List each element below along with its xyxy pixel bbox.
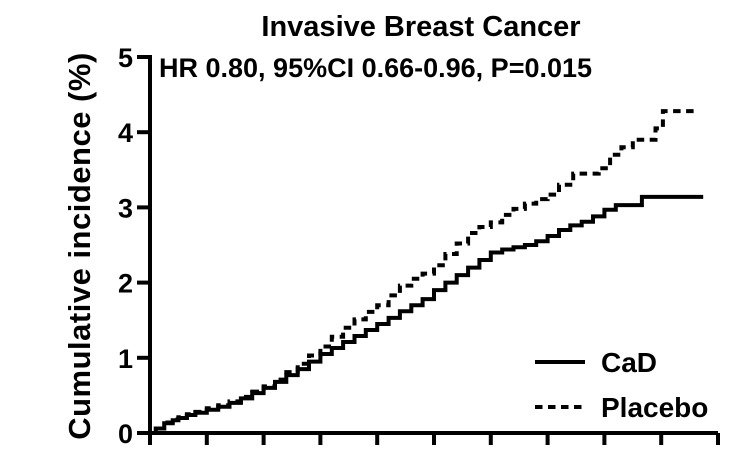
- y-axis-title: Cumulative incidence (%): [62, 52, 97, 440]
- y-tick-label: 0: [118, 419, 133, 449]
- legend: CaD Placebo: [535, 347, 708, 423]
- y-tick-label: 4: [118, 118, 133, 148]
- y-axis-ticks: 0 1 2 3 4 5: [118, 43, 150, 449]
- y-tick-label: 1: [118, 344, 133, 374]
- hr-annotation: HR 0.80, 95%CI 0.66-0.96, P=0.015: [159, 53, 592, 83]
- y-tick-label: 5: [118, 43, 133, 73]
- legend-placebo-label: Placebo: [601, 392, 708, 423]
- x-axis-ticks: [148, 433, 720, 445]
- y-tick-label: 2: [118, 269, 133, 299]
- placebo-curve: [150, 109, 696, 435]
- legend-cad-label: CaD: [601, 347, 657, 378]
- y-tick-label: 3: [118, 193, 133, 223]
- chart-title: Invasive Breast Cancer: [261, 11, 580, 43]
